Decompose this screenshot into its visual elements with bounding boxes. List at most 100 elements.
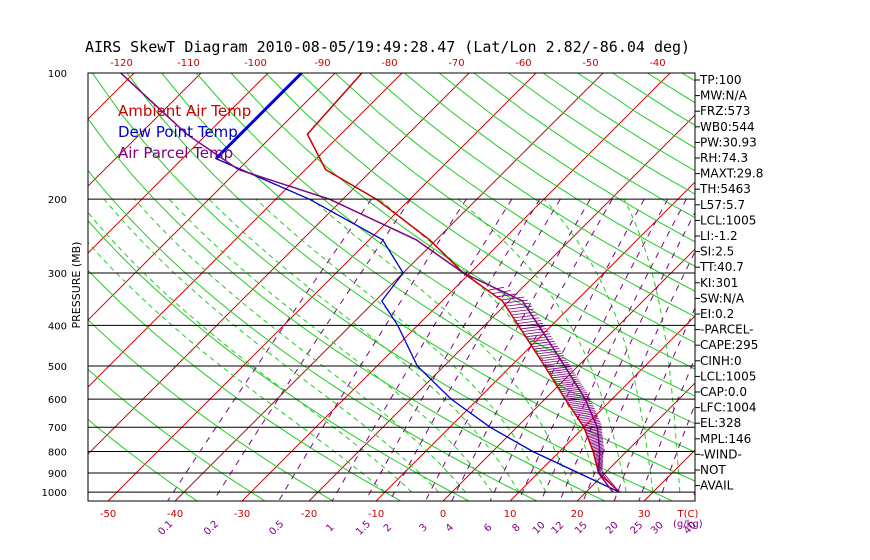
cape-hatch-line — [541, 357, 566, 362]
cape-hatch-line — [589, 437, 603, 442]
cape-hatch-line — [520, 325, 545, 330]
index-label: PW:30.93 — [700, 135, 757, 149]
cape-hatch-line — [589, 439, 603, 444]
bottom-temp-tick-label: 20 — [571, 509, 584, 520]
cape-hatch-line — [577, 414, 598, 419]
cape-hatch-line — [544, 361, 569, 366]
pressure-tick-label: 1000 — [42, 488, 67, 499]
cape-hatch-line — [491, 290, 511, 294]
chart-title: AIRS SkewT Diagram 2010-08-05/19:49:28.4… — [85, 38, 690, 56]
bottom-temp-tick-label: 30 — [638, 509, 651, 520]
mixing-ratio-tick-label: 2 — [382, 522, 394, 534]
index-label: EI:0.2 — [700, 307, 734, 321]
moist-adiabat-line — [88, 241, 386, 493]
dry-adiabat-line — [751, 73, 870, 501]
mixing-ratio-tick-label: 12 — [550, 520, 567, 537]
index-label: LFC:1004 — [700, 401, 757, 415]
cape-hatch-line — [538, 352, 563, 357]
mixing-ratio-tick-label: 25 — [629, 520, 646, 537]
index-label: MAXT:29.8 — [700, 167, 763, 181]
moist-adiabat-line — [208, 198, 520, 493]
index-label: CAPE:295 — [700, 338, 758, 352]
dry-adiabat-line — [91, 73, 673, 501]
cape-hatch-line — [592, 447, 604, 452]
plot-frame — [87, 72, 696, 502]
index-label: KI:301 — [700, 276, 738, 290]
cape-hatch-line — [593, 451, 604, 456]
mixing-ratio-line — [451, 198, 613, 501]
moist-adiabat-line — [103, 198, 439, 493]
cape-hatch-line — [590, 442, 604, 446]
pressure-tick-label: 600 — [48, 395, 67, 406]
cape-hatch-line — [525, 333, 550, 338]
mixing-ratio-line — [613, 307, 695, 501]
cape-hatch-line — [591, 443, 604, 448]
pressure-tick-label: 400 — [48, 321, 67, 332]
cape-hatch-line — [568, 401, 592, 405]
cape-hatch-line — [542, 359, 567, 364]
cape-hatch-line — [573, 408, 595, 412]
pressure-tick-label: 200 — [48, 195, 67, 206]
mixing-ratio-line — [278, 198, 467, 501]
mixing-ratio-tick-label: 10 — [531, 520, 548, 537]
mixing-ratio-line — [167, 198, 372, 501]
bottom-temp-tick-label: -30 — [234, 509, 250, 520]
cape-hatch-line — [556, 382, 582, 387]
index-label: WB0:544 — [700, 120, 755, 134]
isotherm-line — [174, 73, 604, 501]
cape-hatch-line — [572, 406, 594, 411]
dry-adiabat-line — [88, 319, 334, 501]
pressure-tick-label: 800 — [48, 448, 67, 459]
mixing-ratio-tick-label: 30 — [649, 520, 666, 537]
bottom-temp-tick-label: -20 — [301, 509, 317, 520]
dry-adiabat-line — [88, 418, 198, 501]
cape-hatch-line — [587, 433, 603, 438]
dry-adiabat-line — [473, 73, 695, 219]
pressure-tick-label: 300 — [48, 269, 67, 280]
cape-hatch-line — [582, 421, 601, 425]
moist-adiabat-line — [311, 198, 574, 493]
cape-hatch-line — [507, 305, 532, 310]
isotherm-line — [845, 73, 870, 501]
index-label: RH:74.3 — [700, 151, 748, 165]
cape-hatch-line — [561, 390, 586, 394]
mixing-ratio-tick-label: 4 — [444, 522, 456, 534]
cape-hatch-line — [509, 308, 534, 313]
isotherm-line — [778, 73, 870, 501]
pressure-tick-label: 900 — [48, 469, 67, 480]
dew-point-top-segment — [214, 73, 303, 160]
cape-hatch-line — [563, 393, 589, 398]
legend-entry: Ambient Air Temp — [118, 102, 251, 120]
index-label: FRZ:573 — [700, 104, 750, 118]
cape-hatch-line — [586, 431, 603, 436]
cape-hatch-line — [523, 330, 549, 335]
mixing-ratio-tick-label: 0.1 — [156, 519, 175, 538]
mixing-ratio-line — [425, 198, 591, 501]
cape-hatch-line — [530, 340, 555, 345]
index-label: CINH:0 — [700, 354, 742, 368]
cape-hatch-line — [579, 417, 599, 422]
dry-adiabat-line — [88, 118, 605, 501]
dry-adiabat-line — [88, 368, 266, 501]
dry-adiabat-line — [88, 169, 538, 501]
cape-hatch-line — [558, 384, 583, 389]
mixing-ratio-line — [582, 250, 695, 501]
dry-adiabat-line — [786, 73, 870, 501]
top-temp-tick-label: -110 — [177, 58, 200, 69]
mixing-ratio-line — [389, 198, 561, 501]
cape-hatch-line — [550, 372, 575, 377]
mixing-ratio-tick-label: 0.5 — [267, 519, 286, 538]
index-label: LI:-1.2 — [700, 229, 738, 243]
mixing-ratio-tick-label: 6 — [482, 522, 494, 534]
pressure-tick-label: 700 — [48, 423, 67, 434]
cape-hatch-line — [585, 428, 602, 433]
index-label: EL:328 — [700, 416, 741, 430]
cape-hatch-line — [581, 419, 600, 424]
pressure-tick-label: 100 — [48, 69, 67, 80]
mixing-ratio-tick-label: 1.5 — [354, 519, 373, 538]
cape-hatch-line — [586, 430, 603, 435]
bottom-temp-tick-label: -40 — [167, 509, 183, 520]
cape-hatch-line — [569, 402, 593, 407]
